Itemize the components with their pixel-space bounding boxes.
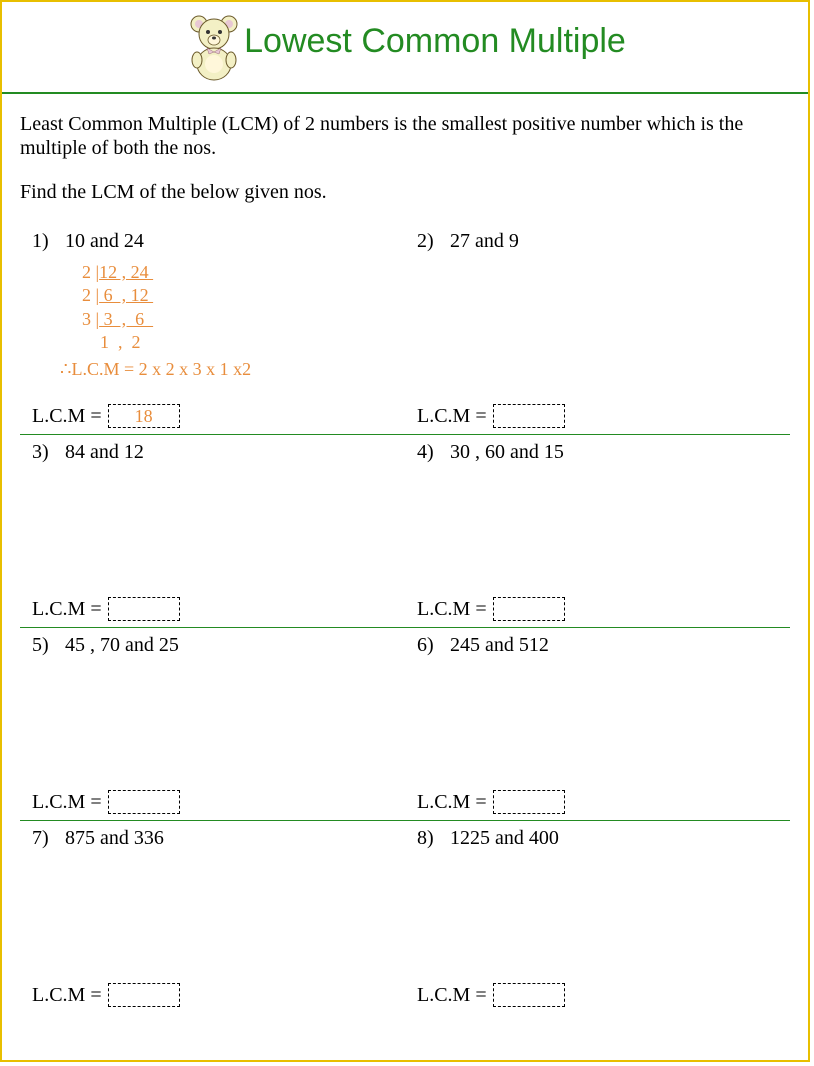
- problem-values: 27 and 9: [450, 230, 519, 252]
- answer-box[interactable]: [108, 790, 180, 814]
- problem-row: 7) 875 and 336 L.C.M = 8) 1225 and 400 L…: [20, 821, 790, 1013]
- problem-values: 875 and 336: [65, 827, 164, 849]
- problem-number: 3): [32, 441, 60, 464]
- answer-label: L.C.M =: [32, 598, 102, 621]
- problems-grid: 1) 10 and 24 2 |12 , 24 2 | 6 , 12 3 | 3…: [20, 224, 790, 1013]
- problem-text: 5) 45 , 70 and 25: [32, 634, 393, 657]
- work-line: 2 | 6 , 12: [82, 284, 393, 307]
- answer-label: L.C.M =: [417, 791, 487, 814]
- answer-row: L.C.M =: [417, 790, 778, 814]
- problem-text: 3) 84 and 12: [32, 441, 393, 464]
- answer-row: L.C.M =: [417, 983, 778, 1007]
- problem-number: 6): [417, 634, 445, 657]
- answer-box[interactable]: [493, 597, 565, 621]
- answer-box[interactable]: [493, 790, 565, 814]
- page-title: Lowest Common Multiple: [244, 22, 626, 61]
- problem-text: 4) 30 , 60 and 15: [417, 441, 778, 464]
- problem-cell: 2) 27 and 9 L.C.M =: [405, 224, 790, 434]
- problem-number: 5): [32, 634, 60, 657]
- work-line: 1 , 2: [82, 331, 393, 354]
- problem-text: 2) 27 and 9: [417, 230, 778, 253]
- problem-values: 84 and 12: [65, 441, 144, 463]
- problem-row: 5) 45 , 70 and 25 L.C.M = 6) 245 and 512: [20, 628, 790, 821]
- answer-label: L.C.M =: [417, 984, 487, 1007]
- problem-values: 10 and 24: [65, 230, 144, 252]
- problem-number: 4): [417, 441, 445, 464]
- answer-row: L.C.M =: [32, 790, 393, 814]
- problem-cell: 6) 245 and 512 L.C.M =: [405, 628, 790, 820]
- definition-text: Least Common Multiple (LCM) of 2 numbers…: [20, 112, 790, 160]
- problem-text: 7) 875 and 336: [32, 827, 393, 850]
- answer-box[interactable]: 18: [108, 404, 180, 428]
- answer-label: L.C.M =: [417, 598, 487, 621]
- answer-label: L.C.M =: [32, 984, 102, 1007]
- problem-cell: 5) 45 , 70 and 25 L.C.M =: [20, 628, 405, 820]
- problem-values: 1225 and 400: [450, 827, 559, 849]
- answer-box[interactable]: [493, 983, 565, 1007]
- answer-box[interactable]: [108, 597, 180, 621]
- problem-row: 3) 84 and 12 L.C.M = 4) 30 , 60 and 15 L…: [20, 435, 790, 628]
- problem-number: 7): [32, 827, 60, 850]
- problem-cell: 8) 1225 and 400 L.C.M =: [405, 821, 790, 1013]
- problem-row: 1) 10 and 24 2 |12 , 24 2 | 6 , 12 3 | 3…: [20, 224, 790, 435]
- worksheet-page: Lowest Common Multiple Least Common Mult…: [0, 0, 810, 1062]
- answer-row: L.C.M = 18: [32, 404, 393, 428]
- problem-cell: 4) 30 , 60 and 15 L.C.M =: [405, 435, 790, 627]
- bear-icon: [184, 12, 244, 82]
- problem-cell: 1) 10 and 24 2 |12 , 24 2 | 6 , 12 3 | 3…: [20, 224, 405, 434]
- header: Lowest Common Multiple: [2, 2, 808, 92]
- answer-row: L.C.M =: [417, 597, 778, 621]
- worked-example: 2 |12 , 24 2 | 6 , 12 3 | 3 , 6 1 , 2: [82, 261, 393, 355]
- answer-label: L.C.M =: [32, 405, 102, 428]
- problem-text: 6) 245 and 512: [417, 634, 778, 657]
- content: Least Common Multiple (LCM) of 2 numbers…: [2, 94, 808, 1013]
- problem-cell: 7) 875 and 336 L.C.M =: [20, 821, 405, 1013]
- answer-label: L.C.M =: [417, 405, 487, 428]
- instruction-text: Find the LCM of the below given nos.: [20, 180, 790, 204]
- answer-box[interactable]: [108, 983, 180, 1007]
- answer-row: L.C.M =: [32, 597, 393, 621]
- answer-row: L.C.M =: [417, 404, 778, 428]
- problem-text: 8) 1225 and 400: [417, 827, 778, 850]
- problem-number: 8): [417, 827, 445, 850]
- problem-number: 2): [417, 230, 445, 253]
- answer-box[interactable]: [493, 404, 565, 428]
- answer-row: L.C.M =: [32, 983, 393, 1007]
- problem-cell: 3) 84 and 12 L.C.M =: [20, 435, 405, 627]
- problem-text: 1) 10 and 24: [32, 230, 393, 253]
- problem-values: 245 and 512: [450, 634, 549, 656]
- lcm-expression: ∴L.C.M = 2 x 2 x 3 x 1 x2: [60, 359, 393, 380]
- problem-number: 1): [32, 230, 60, 253]
- work-line: 3 | 3 , 6: [82, 308, 393, 331]
- problem-values: 30 , 60 and 15: [450, 441, 564, 463]
- problem-values: 45 , 70 and 25: [65, 634, 179, 656]
- answer-label: L.C.M =: [32, 791, 102, 814]
- work-line: 2 |12 , 24: [82, 261, 393, 284]
